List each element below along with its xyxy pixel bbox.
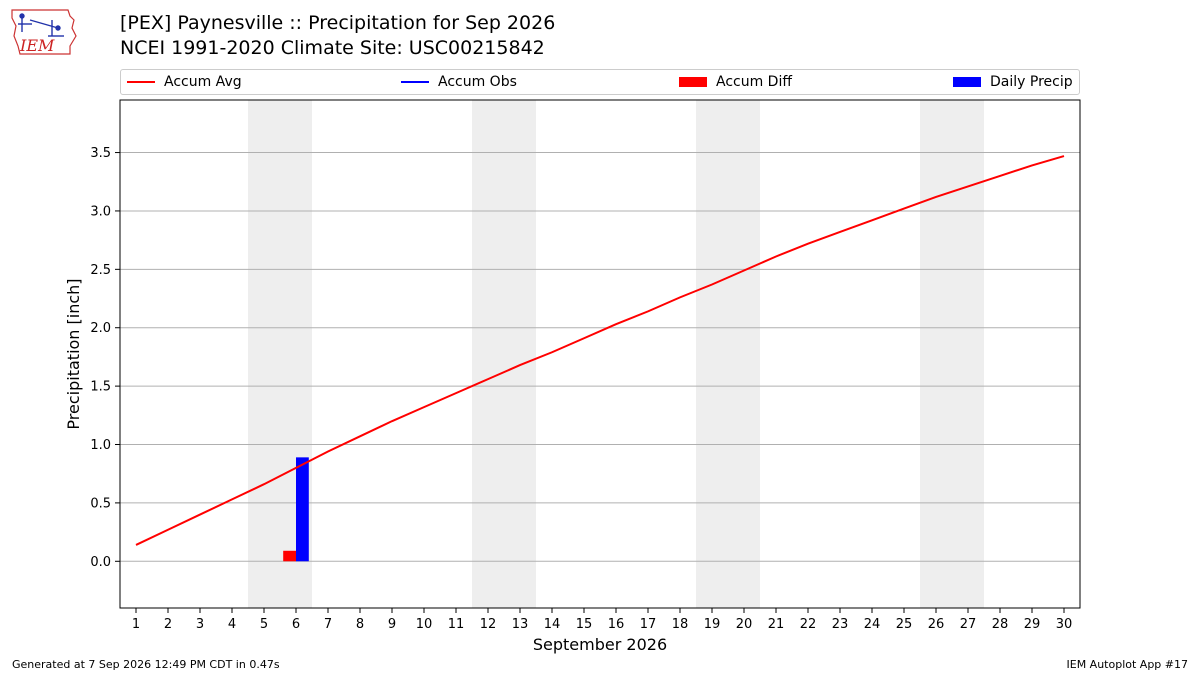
y-axis-label: Precipitation [inch] [64,278,83,429]
y-tick-label-1: 0.5 [90,496,111,511]
x-tick-label-26: 27 [960,617,977,632]
chart-subtitle: NCEI 1991-2020 Climate Site: USC00215842 [120,37,545,59]
legend-swatch-accum-avg [127,81,155,83]
x-tick-label-0: 1 [132,617,140,632]
x-tick-label-10: 11 [448,617,465,632]
x-tick-label-6: 7 [324,617,332,632]
bar-accum-diff-0 [283,550,296,562]
x-tick-label-1: 2 [164,617,172,632]
x-tick-label-20: 21 [768,617,785,632]
legend-swatch-accum-obs [401,81,429,83]
chart-title: [PEX] Paynesville :: Precipitation for S… [120,12,556,34]
legend-label-accum-avg: Accum Avg [164,74,242,90]
x-tick-label-28: 29 [1024,617,1041,632]
legend-item-daily-precip: Daily Precip [953,70,1073,94]
legend-label-accum-diff: Accum Diff [716,74,793,90]
y-tick-label-7: 3.5 [90,146,111,161]
x-tick-label-22: 23 [832,617,849,632]
chart-legend: Accum Avg Accum Obs Accum Diff Daily Pre… [120,69,1080,95]
x-tick-label-24: 25 [896,617,913,632]
x-axis-label: September 2026 [533,635,667,654]
x-tick-label-4: 5 [260,617,268,632]
y-tick-label-6: 3.0 [90,204,111,219]
iem-logo: IEM [11,9,77,55]
legend-swatch-daily-precip [953,77,981,87]
x-tick-label-23: 24 [864,617,881,632]
y-tick-label-4: 2.0 [90,321,111,336]
x-tick-label-9: 10 [416,617,433,632]
x-tick-label-15: 16 [608,617,625,632]
legend-label-daily-precip: Daily Precip [990,74,1073,90]
x-tick-label-2: 3 [196,617,204,632]
x-tick-label-5: 6 [292,617,300,632]
x-tick-label-16: 17 [640,617,657,632]
x-tick-label-7: 8 [356,617,364,632]
x-tick-label-19: 20 [736,617,753,632]
x-tick-label-8: 9 [388,617,396,632]
weekend-shade-2 [696,100,760,608]
y-tick-label-0: 0.0 [90,555,111,570]
legend-item-accum-diff: Accum Diff [679,70,792,94]
x-tick-label-17: 18 [672,617,689,632]
x-tick-label-25: 26 [928,617,945,632]
x-tick-label-3: 4 [228,617,236,632]
legend-item-accum-obs: Accum Obs [401,70,517,94]
weekend-shade-1 [472,100,536,608]
x-tick-label-29: 30 [1056,617,1073,632]
plot-frame [119,99,1081,609]
footer-generated: Generated at 7 Sep 2026 12:49 PM CDT in … [12,658,280,671]
y-tick-label-5: 2.5 [90,263,111,278]
x-tick-label-11: 12 [480,617,497,632]
legend-swatch-accum-diff [679,77,707,87]
line-accum-avg [135,155,1065,546]
x-tick-label-12: 13 [512,617,529,632]
logo-text: IEM [19,36,55,55]
bar-daily-precip-0 [296,457,309,562]
x-tick-label-21: 22 [800,617,817,632]
weekend-shade-3 [920,100,984,608]
legend-item-accum-avg: Accum Avg [127,70,242,94]
x-tick-label-18: 19 [704,617,721,632]
footer-app: IEM Autoplot App #17 [1066,658,1189,671]
y-tick-label-2: 1.0 [90,438,111,453]
legend-label-accum-obs: Accum Obs [438,74,517,90]
y-tick-label-3: 1.5 [90,380,111,395]
x-tick-label-13: 14 [544,617,561,632]
x-tick-label-27: 28 [992,617,1009,632]
x-tick-label-14: 15 [576,617,593,632]
